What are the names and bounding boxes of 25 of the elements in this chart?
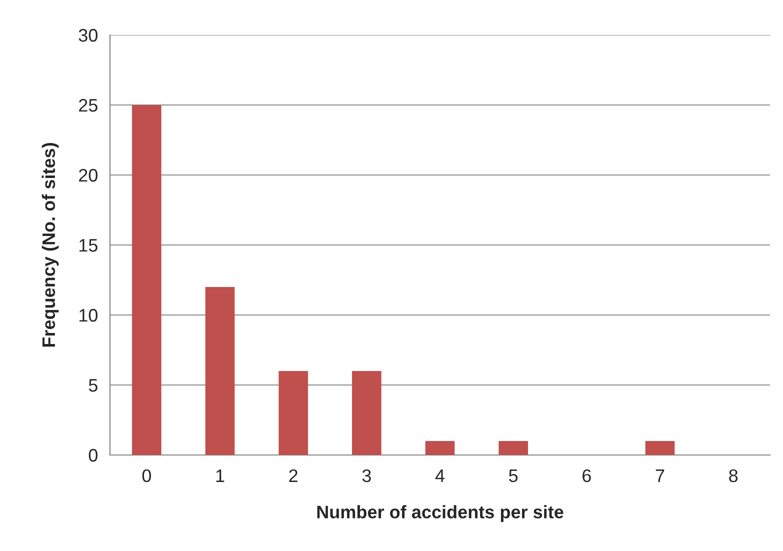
x-tick-label: 8	[729, 469, 738, 482]
x-tick-label: 7	[656, 470, 664, 482]
bar	[278, 371, 308, 455]
y-tick-label: 0	[88, 448, 98, 462]
y-tick-label: 25	[79, 98, 98, 112]
y-tick-label: 5	[88, 379, 98, 392]
x-tick-label: 5	[509, 470, 518, 482]
y-tick-label: 30	[78, 28, 98, 42]
x-tick-label: 2	[289, 469, 298, 482]
y-axis-title: Frequency (No. of sites)	[42, 143, 59, 347]
x-tick-label: 4	[435, 470, 444, 482]
bar	[132, 105, 162, 455]
bar	[352, 371, 382, 455]
x-axis-title: Number of accidents per site	[317, 505, 564, 522]
x-tick-label: 3	[362, 469, 371, 482]
y-tick-label: 15	[79, 239, 98, 252]
x-tick-label: 6	[582, 469, 591, 482]
bar	[425, 441, 455, 455]
y-tick-label: 20	[79, 168, 98, 182]
y-tick-label: 10	[79, 308, 98, 322]
bar	[645, 441, 675, 455]
x-tick-label: 1	[216, 470, 224, 482]
x-tick-label: 0	[142, 469, 151, 482]
bar	[498, 441, 528, 455]
bar	[205, 287, 235, 455]
